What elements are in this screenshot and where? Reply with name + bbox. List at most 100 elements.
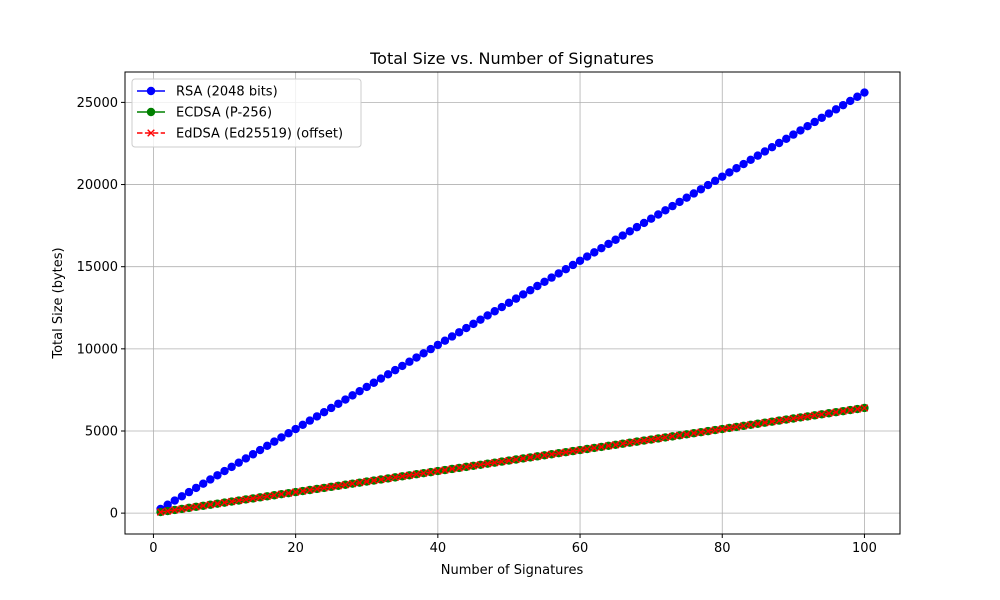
data-point bbox=[774, 138, 784, 148]
data-point bbox=[185, 504, 193, 512]
data-point bbox=[817, 113, 826, 122]
data-point bbox=[568, 260, 578, 270]
data-point bbox=[398, 472, 407, 481]
data-point bbox=[789, 414, 798, 423]
data-point bbox=[419, 349, 428, 358]
data-point bbox=[675, 431, 684, 440]
data-point bbox=[227, 497, 236, 506]
data-point bbox=[348, 479, 357, 488]
data-point bbox=[433, 340, 443, 350]
data-point bbox=[398, 361, 407, 371]
data-point bbox=[824, 109, 834, 118]
data-point bbox=[490, 307, 499, 316]
data-point bbox=[298, 420, 307, 430]
data-point bbox=[647, 435, 655, 444]
data-point bbox=[846, 406, 855, 414]
data-point bbox=[263, 441, 272, 451]
data-point bbox=[369, 378, 379, 387]
data-point bbox=[376, 374, 386, 383]
data-point bbox=[327, 483, 335, 491]
data-point bbox=[483, 311, 492, 320]
data-point bbox=[192, 503, 200, 511]
data-point bbox=[782, 134, 791, 144]
data-point bbox=[562, 448, 570, 456]
data-point bbox=[206, 475, 215, 484]
data-point bbox=[434, 467, 442, 475]
y-tick-label: 25000 bbox=[77, 96, 118, 111]
data-point bbox=[810, 411, 819, 420]
data-point bbox=[298, 487, 307, 495]
data-point bbox=[426, 344, 435, 354]
data-point bbox=[760, 147, 770, 156]
data-point bbox=[860, 88, 869, 97]
plot-frame bbox=[124, 71, 901, 535]
data-point bbox=[704, 427, 712, 435]
data-point bbox=[696, 185, 706, 194]
data-point bbox=[476, 315, 485, 324]
data-point bbox=[831, 105, 841, 114]
data-point bbox=[746, 155, 755, 165]
data-point bbox=[448, 465, 456, 473]
data-point bbox=[561, 264, 571, 274]
data-point bbox=[611, 440, 620, 449]
data-point bbox=[405, 471, 414, 480]
data-point bbox=[526, 286, 535, 295]
data-point bbox=[170, 496, 179, 505]
data-point bbox=[234, 496, 243, 505]
data-point bbox=[803, 121, 812, 131]
legend-marker bbox=[146, 107, 156, 117]
data-point bbox=[206, 500, 215, 509]
data-point bbox=[604, 442, 613, 450]
data-point bbox=[284, 489, 293, 497]
data-point bbox=[504, 298, 514, 308]
data-point bbox=[163, 500, 172, 509]
data-point bbox=[390, 365, 400, 375]
legend-entry: EdDSA (Ed25519) (offset) bbox=[137, 127, 343, 142]
legend-marker bbox=[147, 129, 155, 137]
data-point bbox=[582, 252, 592, 261]
data-point bbox=[355, 386, 364, 396]
data-point bbox=[710, 176, 720, 186]
data-point bbox=[476, 460, 485, 469]
data-point bbox=[718, 172, 727, 181]
data-point bbox=[462, 323, 471, 333]
y-axis: 0 5000 10000 15000 20000 25000 bbox=[77, 96, 125, 522]
data-point bbox=[583, 445, 591, 453]
data-point bbox=[725, 168, 734, 177]
data-point bbox=[604, 239, 613, 249]
legend-label: RSA (2048 bits) bbox=[176, 85, 278, 100]
data-point bbox=[320, 484, 328, 492]
data-point bbox=[839, 407, 847, 415]
legend-entry: ECDSA (P-256) bbox=[137, 106, 272, 121]
data-point bbox=[646, 214, 656, 223]
data-point bbox=[199, 479, 208, 488]
data-point bbox=[739, 422, 748, 430]
data-point bbox=[341, 395, 350, 404]
data-point bbox=[241, 454, 251, 463]
data-point bbox=[547, 273, 556, 282]
data-point bbox=[377, 475, 385, 484]
data-point bbox=[370, 476, 378, 485]
data-point bbox=[711, 426, 719, 434]
data-point bbox=[632, 222, 642, 232]
chart-title: Total Size vs. Number of Signatures bbox=[369, 49, 654, 68]
data-point bbox=[518, 290, 528, 299]
data-point bbox=[412, 353, 421, 362]
series-1 bbox=[156, 88, 869, 514]
x-axis-label: Number of Signatures bbox=[441, 563, 584, 578]
data-point bbox=[625, 227, 635, 236]
data-point bbox=[767, 143, 777, 152]
data-point bbox=[540, 451, 549, 460]
data-point bbox=[348, 391, 357, 400]
data-point bbox=[739, 159, 748, 169]
data-point bbox=[803, 412, 812, 421]
data-point bbox=[249, 494, 257, 503]
data-point bbox=[697, 428, 705, 436]
data-point bbox=[469, 319, 478, 329]
data-point bbox=[675, 197, 684, 207]
x-tick-label: 40 bbox=[430, 541, 447, 556]
data-point bbox=[497, 302, 507, 312]
data-point bbox=[796, 126, 805, 135]
data-point bbox=[554, 269, 563, 278]
